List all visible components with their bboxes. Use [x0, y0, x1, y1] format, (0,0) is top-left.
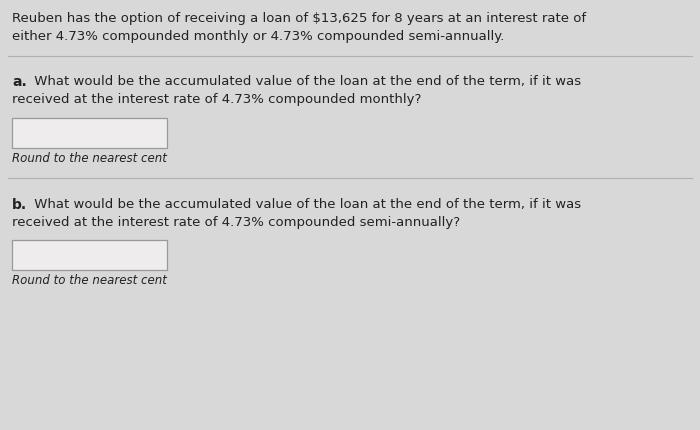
Text: What would be the accumulated value of the loan at the end of the term, if it wa: What would be the accumulated value of t…	[30, 198, 581, 211]
Text: Reuben has the option of receiving a loan of $13,625 for 8 years at an interest : Reuben has the option of receiving a loa…	[12, 12, 586, 25]
Text: Round to the nearest cent: Round to the nearest cent	[12, 274, 167, 287]
Text: received at the interest rate of 4.73% compounded semi-annually?: received at the interest rate of 4.73% c…	[12, 216, 460, 229]
Text: a.: a.	[12, 75, 27, 89]
Text: What would be the accumulated value of the loan at the end of the term, if it wa: What would be the accumulated value of t…	[30, 75, 581, 88]
Text: received at the interest rate of 4.73% compounded monthly?: received at the interest rate of 4.73% c…	[12, 93, 421, 106]
Text: either 4.73% compounded monthly or 4.73% compounded semi-annually.: either 4.73% compounded monthly or 4.73%…	[12, 30, 505, 43]
Text: b.: b.	[12, 198, 27, 212]
Text: Round to the nearest cent: Round to the nearest cent	[12, 152, 167, 165]
FancyBboxPatch shape	[12, 240, 167, 270]
FancyBboxPatch shape	[12, 118, 167, 148]
